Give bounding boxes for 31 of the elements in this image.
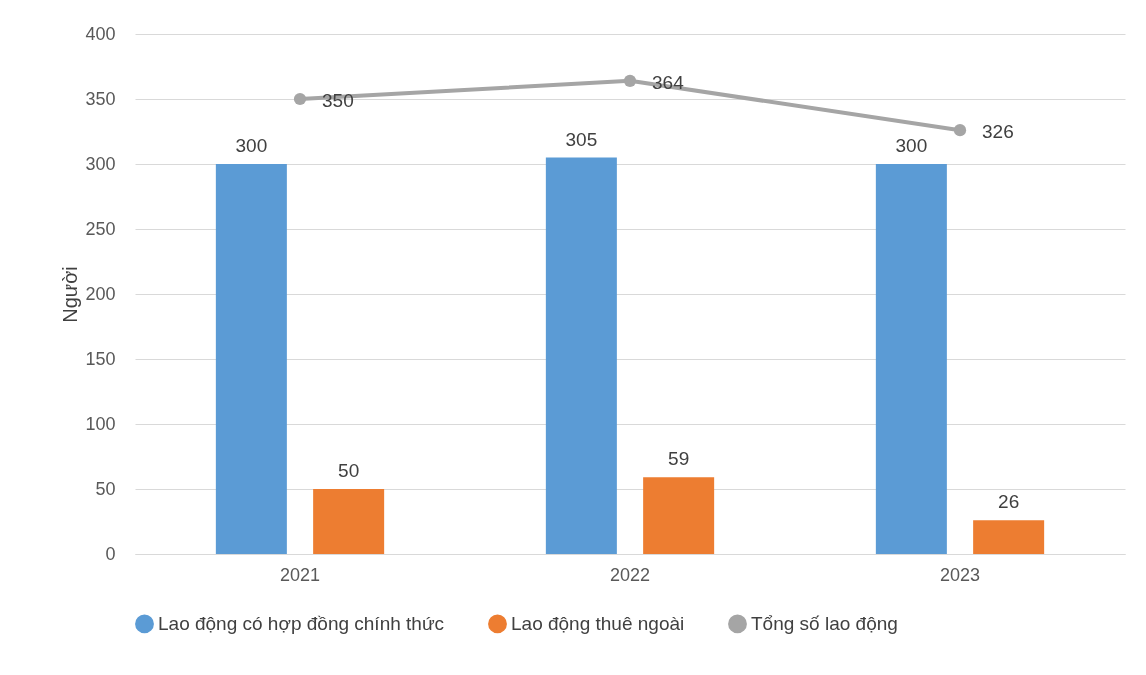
x-tick-label: 2022	[609, 564, 651, 585]
legend-label: Lao động thuê ngoài	[511, 612, 685, 634]
data-label: 350	[322, 90, 354, 111]
bar	[215, 164, 287, 554]
y-tick-label: 0	[105, 543, 116, 564]
bar	[313, 489, 385, 554]
legend-label: Lao động có hợp đồng chính thức	[158, 612, 445, 634]
y-tick-label: 100	[85, 413, 116, 434]
data-label: 59	[668, 448, 690, 470]
data-label: 300	[235, 135, 268, 156]
data-label: 300	[895, 135, 928, 156]
bar	[545, 157, 617, 554]
bar	[643, 477, 715, 554]
y-tick-label: 300	[85, 153, 116, 174]
y-tick-label: 200	[85, 283, 116, 304]
x-tick-label: 2023	[939, 564, 981, 585]
data-label: 26	[998, 491, 1020, 513]
data-label: 50	[338, 460, 360, 481]
y-tick-label: 50	[95, 478, 116, 499]
legend-label: Tổng số lao động	[751, 612, 898, 634]
y-tick-label: 350	[85, 88, 116, 109]
x-tick-label: 2021	[279, 564, 321, 585]
y-axis-title: Người	[59, 266, 82, 323]
data-label: 364	[652, 71, 685, 93]
data-label: 326	[982, 121, 1014, 143]
data-label: 305	[565, 128, 598, 150]
bar	[875, 164, 947, 554]
y-tick-label: 400	[85, 23, 116, 44]
y-tick-label: 250	[85, 218, 116, 239]
bar	[973, 520, 1045, 554]
y-tick-label: 150	[85, 348, 116, 369]
